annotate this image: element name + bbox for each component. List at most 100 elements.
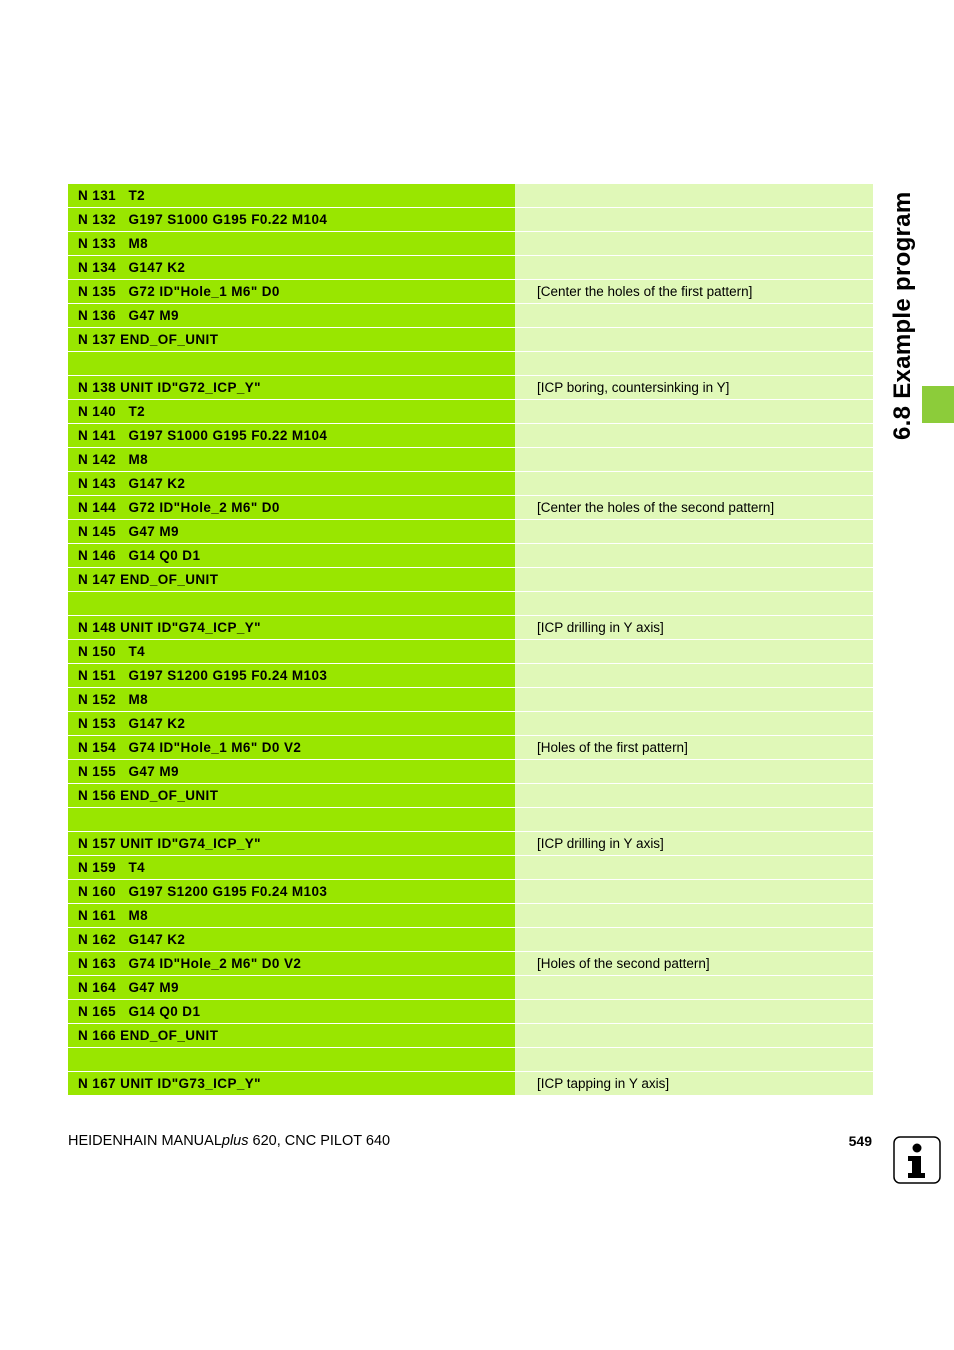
nc-code-cell: N 156 END_OF_UNIT xyxy=(68,784,515,807)
program-row: N 160 G197 S1200 G195 F0.24 M103 xyxy=(68,880,873,904)
nc-code-cell: N 137 END_OF_UNIT xyxy=(68,328,515,351)
comment-cell xyxy=(515,544,873,567)
nc-code-cell xyxy=(68,808,515,831)
comment-cell xyxy=(515,1000,873,1023)
nc-code-cell xyxy=(68,352,515,375)
comment-cell xyxy=(515,448,873,471)
footer-title-suffix: 620, CNC PILOT 640 xyxy=(248,1133,391,1149)
footer-title-prefix: HEIDENHAIN MANUAL xyxy=(68,1133,222,1149)
program-row: N 148 UNIT ID"G74_ICP_Y" [ICP drilling in… xyxy=(68,616,873,640)
program-row xyxy=(68,352,873,376)
nc-code-cell xyxy=(68,592,515,615)
nc-code-cell: N 167 UNIT ID"G73_ICP_Y" xyxy=(68,1072,515,1095)
program-row xyxy=(68,1048,873,1072)
comment-cell xyxy=(515,520,873,543)
comment-cell xyxy=(515,1048,873,1071)
comment-cell xyxy=(515,880,873,903)
comment-cell: [Center the holes of the first pattern] xyxy=(515,280,873,303)
program-row: N 156 END_OF_UNIT xyxy=(68,784,873,808)
program-row: N 134 G147 K2 xyxy=(68,256,873,280)
footer-title-italic: plus xyxy=(221,1133,249,1149)
program-row: N 159 T4 xyxy=(68,856,873,880)
nc-code-cell: N 166 END_OF_UNIT xyxy=(68,1024,515,1047)
nc-code-cell: N 146 G14 Q0 D1 xyxy=(68,544,515,567)
comment-cell xyxy=(515,400,873,423)
chapter-tab xyxy=(922,386,954,423)
nc-code-cell: N 131 T2 xyxy=(68,184,515,207)
comment-cell xyxy=(515,976,873,999)
comment-cell xyxy=(515,328,873,351)
comment-cell xyxy=(515,424,873,447)
comment-cell xyxy=(515,688,873,711)
comment-cell: [ICP drilling in Y axis] xyxy=(515,616,873,639)
program-row: N 135 G72 ID"Hole_1 M6" D0 [Center the ho… xyxy=(68,280,873,304)
comment-cell xyxy=(515,760,873,783)
program-row: N 162 G147 K2 xyxy=(68,928,873,952)
program-row: N 132 G197 S1000 G195 F0.22 M104 xyxy=(68,208,873,232)
nc-code-cell: N 159 T4 xyxy=(68,856,515,879)
program-row xyxy=(68,592,873,616)
comment-cell: [ICP drilling in Y axis] xyxy=(515,832,873,855)
nc-code-cell: N 162 G147 K2 xyxy=(68,928,515,951)
nc-code-cell: N 150 T4 xyxy=(68,640,515,663)
comment-cell xyxy=(515,352,873,375)
program-row: N 141 G197 S1000 G195 F0.22 M104 xyxy=(68,424,873,448)
comment-cell xyxy=(515,256,873,279)
comment-cell: [Holes of the first pattern] xyxy=(515,736,873,759)
comment-cell: [ICP boring, countersinking in Y] xyxy=(515,376,873,399)
nc-code-cell: N 155 G47 M9 xyxy=(68,760,515,783)
program-row: N 167 UNIT ID"G73_ICP_Y" [ICP tapping in … xyxy=(68,1072,873,1096)
nc-code-cell: N 151 G197 S1200 G195 F0.24 M103 xyxy=(68,664,515,687)
program-row: N 143 G147 K2 xyxy=(68,472,873,496)
comment-cell xyxy=(515,208,873,231)
comment-cell xyxy=(515,856,873,879)
program-row: N 161 M8 xyxy=(68,904,873,928)
comment-cell xyxy=(515,184,873,207)
comment-cell xyxy=(515,904,873,927)
comment-cell xyxy=(515,568,873,591)
nc-code-cell: N 135 G72 ID"Hole_1 M6" D0 xyxy=(68,280,515,303)
comment-cell xyxy=(515,1024,873,1047)
nc-code-cell: N 142 M8 xyxy=(68,448,515,471)
program-row: N 133 M8 xyxy=(68,232,873,256)
comment-cell xyxy=(515,712,873,735)
program-row: N 145 G47 M9 xyxy=(68,520,873,544)
program-row: N 165 G14 Q0 D1 xyxy=(68,1000,873,1024)
comment-cell: [Holes of the second pattern] xyxy=(515,952,873,975)
footer-manual-title: HEIDENHAIN MANUALplus 620, CNC PILOT 640 xyxy=(68,1133,390,1149)
program-row: N 147 END_OF_UNIT xyxy=(68,568,873,592)
info-icon xyxy=(893,1136,941,1184)
comment-cell xyxy=(515,784,873,807)
program-row: N 151 G197 S1200 G195 F0.24 M103 xyxy=(68,664,873,688)
nc-code-cell: N 143 G147 K2 xyxy=(68,472,515,495)
nc-code-cell: N 147 END_OF_UNIT xyxy=(68,568,515,591)
program-row: N 146 G14 Q0 D1 xyxy=(68,544,873,568)
program-row: N 166 END_OF_UNIT xyxy=(68,1024,873,1048)
program-row: N 142 M8 xyxy=(68,448,873,472)
comment-cell xyxy=(515,664,873,687)
nc-code-cell: N 133 M8 xyxy=(68,232,515,255)
program-row: N 154 G74 ID"Hole_1 M6" D0 V2 [Holes of t… xyxy=(68,736,873,760)
comment-cell xyxy=(515,808,873,831)
nc-code-cell: N 157 UNIT ID"G74_ICP_Y" xyxy=(68,832,515,855)
nc-code-cell: N 148 UNIT ID"G74_ICP_Y" xyxy=(68,616,515,639)
nc-code-cell: N 165 G14 Q0 D1 xyxy=(68,1000,515,1023)
nc-code-cell: N 140 T2 xyxy=(68,400,515,423)
comment-cell xyxy=(515,592,873,615)
nc-code-cell: N 163 G74 ID"Hole_2 M6" D0 V2 xyxy=(68,952,515,975)
program-row: N 131 T2 xyxy=(68,184,873,208)
nc-code-cell: N 153 G147 K2 xyxy=(68,712,515,735)
chapter-title: 6.8 Example program xyxy=(889,191,916,440)
nc-code-cell: N 160 G197 S1200 G195 F0.24 M103 xyxy=(68,880,515,903)
nc-code-cell: N 136 G47 M9 xyxy=(68,304,515,327)
program-row: N 144 G72 ID"Hole_2 M6" D0 [Center the ho… xyxy=(68,496,873,520)
nc-code-cell: N 152 M8 xyxy=(68,688,515,711)
nc-code-cell xyxy=(68,1048,515,1071)
nc-code-cell: N 164 G47 M9 xyxy=(68,976,515,999)
comment-cell xyxy=(515,472,873,495)
comment-cell xyxy=(515,232,873,255)
nc-code-cell: N 132 G197 S1000 G195 F0.22 M104 xyxy=(68,208,515,231)
program-row: N 150 T4 xyxy=(68,640,873,664)
comment-cell xyxy=(515,640,873,663)
nc-code-cell: N 141 G197 S1000 G195 F0.22 M104 xyxy=(68,424,515,447)
